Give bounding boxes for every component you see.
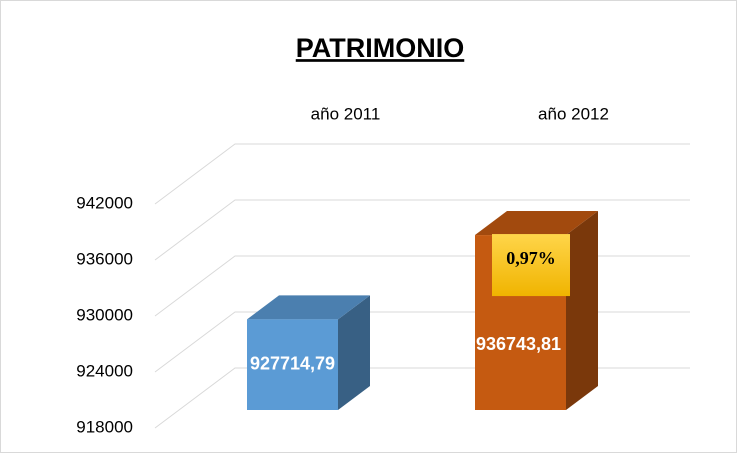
annotation-box	[492, 234, 570, 297]
y-tick-label: 918000	[76, 417, 133, 436]
bar-side	[338, 295, 370, 410]
bars: 0,97%	[247, 211, 598, 410]
bar-top	[247, 295, 370, 320]
y-tick-label: 924000	[76, 361, 133, 380]
grid-line	[154, 143, 690, 205]
value-label: 927714,79	[250, 353, 335, 373]
y-tick-label: 930000	[76, 305, 133, 324]
category-label: año 2012	[538, 104, 609, 123]
y-tick-label: 942000	[76, 193, 133, 212]
annotation: 0,97%	[506, 248, 556, 268]
grid-line	[154, 199, 690, 261]
y-tick-label: 936000	[76, 249, 133, 268]
value-label: 936743,81	[476, 334, 561, 354]
category-label: año 2011	[311, 104, 381, 123]
bar-side	[566, 211, 598, 410]
bar-top	[475, 211, 598, 236]
chart-title: PATRIMONIO	[296, 33, 465, 63]
bar	[247, 319, 338, 410]
